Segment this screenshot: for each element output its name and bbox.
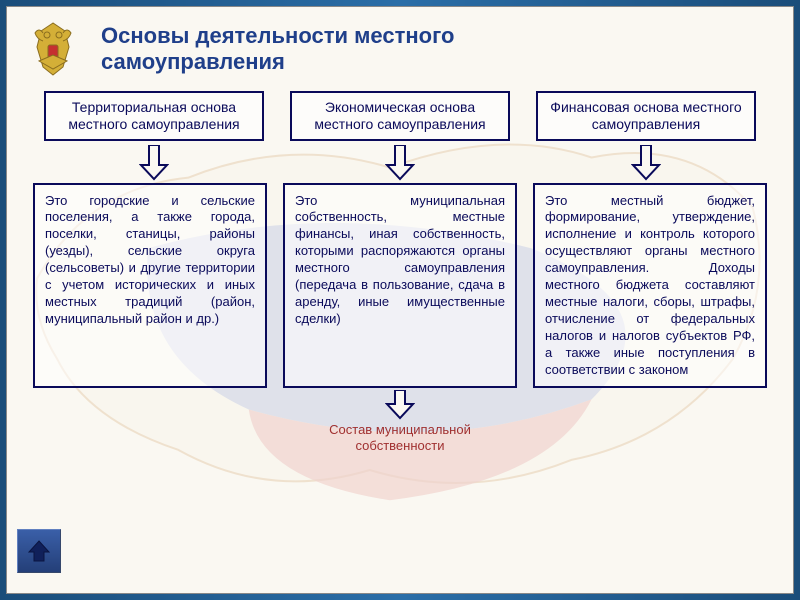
caption-line-1: Состав муниципальной — [329, 422, 471, 437]
desc-box-financial: Это местный бюджет, формирование, утверж… — [533, 183, 767, 389]
header-box-financial: Финансовая основа местного самоуправлени… — [536, 91, 756, 141]
header-box-economic: Экономическая основа местного самоуправл… — [290, 91, 510, 141]
desc-box-economic: Это муниципальная собственность, местные… — [283, 183, 517, 389]
russian-emblem-icon — [21, 17, 85, 81]
mid-caption: Состав муниципальной собственности — [329, 422, 471, 453]
up-arrow-icon — [26, 538, 52, 564]
description-row: Это городские и сельские поселения, а та… — [7, 181, 793, 389]
page-title: Основы деятельности местного самоуправле… — [101, 17, 454, 76]
arrow-down-icon — [631, 145, 661, 181]
title-line-2: самоуправления — [101, 49, 285, 74]
home-button[interactable] — [17, 529, 61, 573]
arrow-down-icon — [139, 145, 169, 181]
arrows-row-1 — [7, 141, 793, 181]
header-box-territorial: Территориальная основа местного самоупра… — [44, 91, 264, 141]
caption-line-2: собственности — [356, 438, 445, 453]
arrow-down-icon — [385, 145, 415, 181]
outer-frame: Основы деятельности местного самоуправле… — [0, 0, 800, 600]
desc-box-territorial: Это городские и сельские поселения, а та… — [33, 183, 267, 389]
header: Основы деятельности местного самоуправле… — [7, 7, 793, 85]
header-boxes-row: Территориальная основа местного самоупра… — [7, 85, 793, 141]
slide-canvas: Основы деятельности местного самоуправле… — [6, 6, 794, 594]
arrow-down-icon — [385, 390, 415, 420]
arrows-row-2: Состав муниципальной собственности — [7, 388, 793, 453]
title-line-1: Основы деятельности местного — [101, 23, 454, 48]
